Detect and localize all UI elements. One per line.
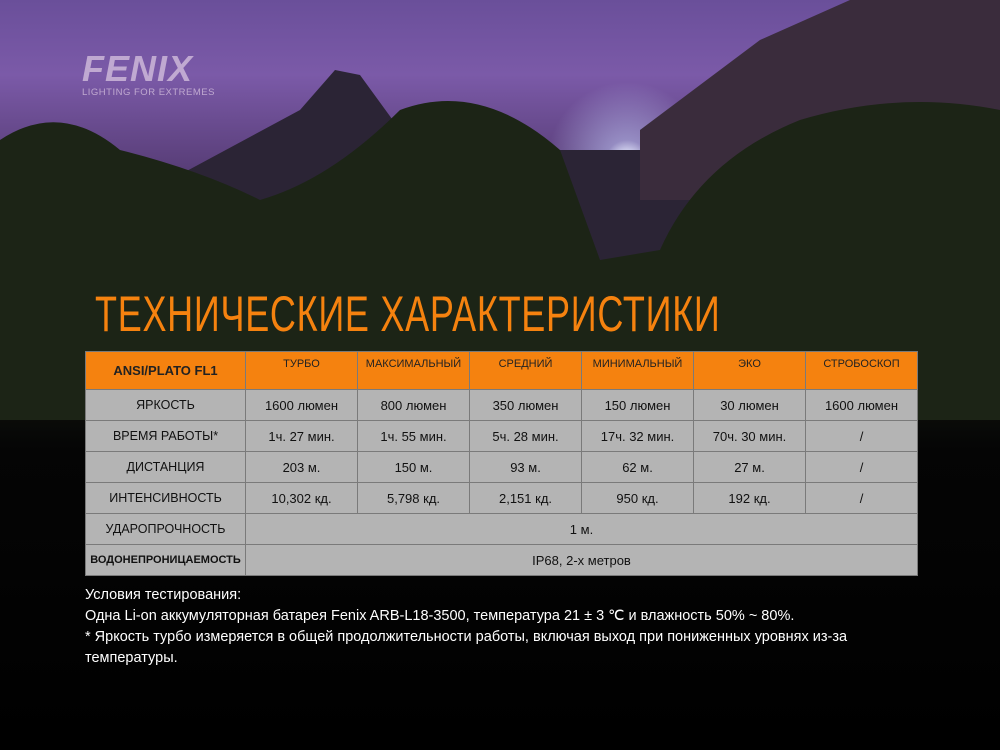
test-notes: Условия тестирования: Одна Li-on аккумул… <box>85 585 925 669</box>
table-cell: 2,151 кд. <box>469 482 582 514</box>
logo-tagline: LIGHTING FOR EXTREMES <box>82 87 215 98</box>
table-cell: 30 люмен <box>693 389 806 421</box>
note-line: Одна Li-on аккумуляторная батарея Fenix … <box>85 608 795 624</box>
table-cell: 70ч. 30 мин. <box>693 420 806 452</box>
table-cell: 1600 люмен <box>245 389 358 421</box>
table-cell: 203 м. <box>245 451 358 483</box>
mountain-silhouette <box>0 0 1000 420</box>
table-cell: 150 люмен <box>581 389 694 421</box>
header-cell: ТУРБО <box>245 351 358 390</box>
header-cell: СТРОБОСКОП <box>805 351 918 390</box>
note-line: Условия тестирования: <box>85 587 242 603</box>
row-label: ВРЕМЯ РАБОТЫ* <box>85 420 246 452</box>
row-label: ИНТЕНСИВНОСТЬ <box>85 482 246 514</box>
row-label: ДИСТАНЦИЯ <box>85 451 246 483</box>
table-row: ДИСТАНЦИЯ 203 м. 150 м. 93 м. 62 м. 27 м… <box>85 451 918 483</box>
table-cell: / <box>805 451 918 483</box>
table-cell: 1600 люмен <box>805 389 918 421</box>
page-title: ТЕХНИЧЕСКИЕ ХАРАКТЕРИСТИКИ <box>95 286 721 342</box>
note-line: * Яркость турбо измеряется в общей продо… <box>85 629 848 666</box>
table-cell: 10,302 кд. <box>245 482 358 514</box>
table-cell: 350 люмен <box>469 389 582 421</box>
table-cell: 1ч. 27 мин. <box>245 420 358 452</box>
table-row: ИНТЕНСИВНОСТЬ 10,302 кд. 5,798 кд. 2,151… <box>85 482 918 514</box>
specs-table: ANSI/PLATO FL1 ТУРБО МАКСИМАЛЬНЫЙ СРЕДНИ… <box>85 351 918 576</box>
table-cell: / <box>805 420 918 452</box>
table-cell: / <box>805 482 918 514</box>
header-cell: МИНИМАЛЬНЫЙ <box>581 351 694 390</box>
table-cell: 950 кд. <box>581 482 694 514</box>
table-cell: 93 м. <box>469 451 582 483</box>
table-cell: 1 м. <box>245 513 918 545</box>
table-cell: IP68, 2-х метров <box>245 544 918 576</box>
header-cell: ANSI/PLATO FL1 <box>85 351 246 390</box>
header-cell: СРЕДНИЙ <box>469 351 582 390</box>
table-cell: 17ч. 32 мин. <box>581 420 694 452</box>
table-row: ЯРКОСТЬ 1600 люмен 800 люмен 350 люмен 1… <box>85 389 918 421</box>
fenix-logo: FENIX LIGHTING FOR EXTREMES <box>82 48 215 98</box>
table-cell: 800 люмен <box>357 389 470 421</box>
row-label: ЯРКОСТЬ <box>85 389 246 421</box>
table-cell: 1ч. 55 мин. <box>357 420 470 452</box>
table-row: ВРЕМЯ РАБОТЫ* 1ч. 27 мин. 1ч. 55 мин. 5ч… <box>85 420 918 452</box>
table-cell: 5,798 кд. <box>357 482 470 514</box>
header-cell: МАКСИМАЛЬНЫЙ <box>357 351 470 390</box>
table-row: ВОДОНЕПРОНИЦАЕМОСТЬ IP68, 2-х метров <box>85 544 918 576</box>
row-label: ВОДОНЕПРОНИЦАЕМОСТЬ <box>85 544 246 576</box>
header-cell: ЭКО <box>693 351 806 390</box>
row-label: УДАРОПРОЧНОСТЬ <box>85 513 246 545</box>
logo-name: FENIX <box>82 48 194 89</box>
table-cell: 192 кд. <box>693 482 806 514</box>
table-header-row: ANSI/PLATO FL1 ТУРБО МАКСИМАЛЬНЫЙ СРЕДНИ… <box>85 351 918 390</box>
table-cell: 5ч. 28 мин. <box>469 420 582 452</box>
table-cell: 27 м. <box>693 451 806 483</box>
table-row: УДАРОПРОЧНОСТЬ 1 м. <box>85 513 918 545</box>
table-cell: 150 м. <box>357 451 470 483</box>
table-cell: 62 м. <box>581 451 694 483</box>
